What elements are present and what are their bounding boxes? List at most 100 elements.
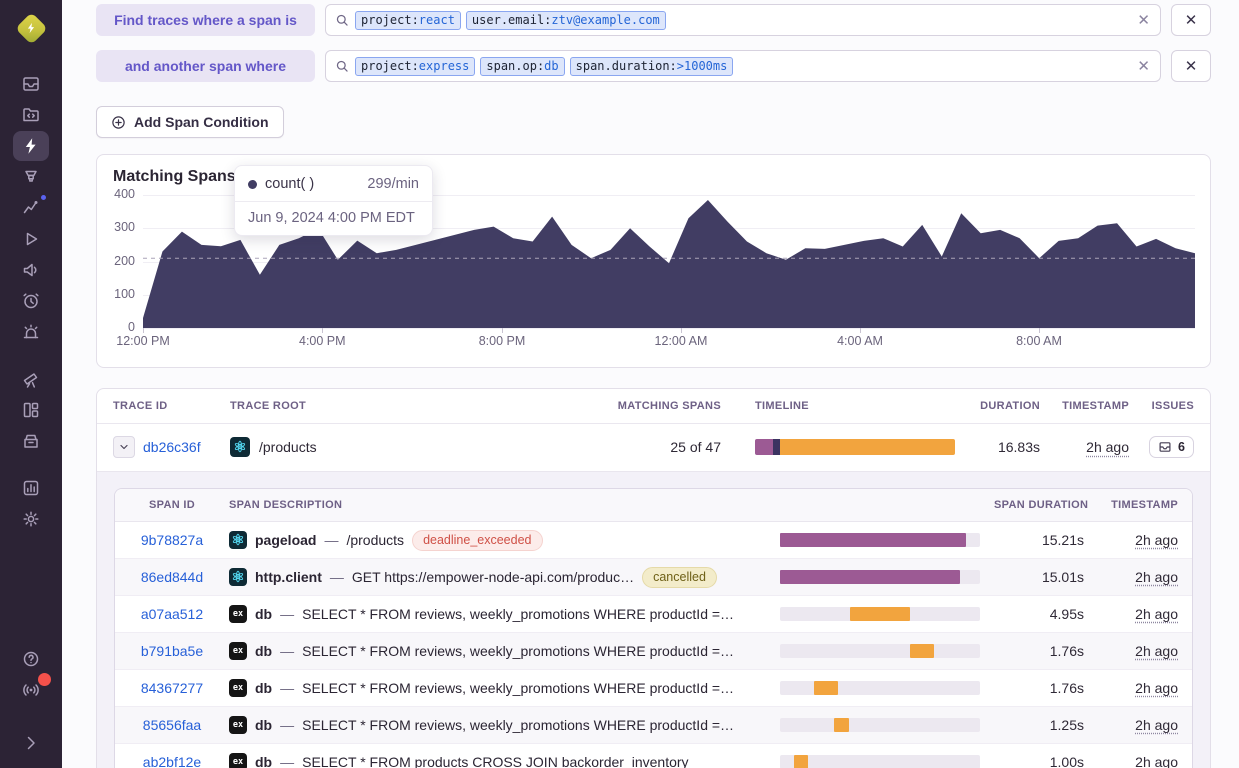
span-condition-row-2: and another span where project:express sp… <box>96 50 1211 82</box>
sidebar-item-projects[interactable] <box>13 100 49 130</box>
col-timeline: TIMELINE <box>755 399 809 412</box>
span-timestamp[interactable]: 2h ago <box>1135 754 1178 768</box>
sidebar-item-insights[interactable] <box>13 192 49 223</box>
traces-icon <box>21 136 41 156</box>
span-timestamp[interactable]: 2h ago <box>1135 680 1178 696</box>
notification-dot <box>38 673 51 686</box>
sidebar-item-help[interactable] <box>13 644 49 674</box>
query-token[interactable]: project:express <box>355 56 476 76</box>
query-token[interactable]: span.op:db <box>480 56 565 76</box>
x-axis-label: 12:00 PM <box>116 334 170 348</box>
settings-icon <box>21 509 41 529</box>
sidebar-item-replays[interactable] <box>13 224 49 254</box>
span-timestamp[interactable]: 2h ago <box>1135 606 1178 622</box>
app-logo[interactable] <box>11 8 51 48</box>
span-id-link[interactable]: a07aa512 <box>140 606 204 622</box>
span-description: SELECT * FROM reviews, weekly_promotions… <box>302 606 735 622</box>
traces-table: TRACE ID TRACE ROOT MATCHING SPANS TIMEL… <box>96 388 1211 768</box>
query-token[interactable]: user.email:ztv@example.com <box>465 10 666 30</box>
trace-id-link[interactable]: db26c36f <box>143 439 201 456</box>
col-trace-id: TRACE ID <box>113 399 168 412</box>
query-token[interactable]: project:react <box>355 10 461 30</box>
express-project-icon: ex <box>229 753 247 768</box>
timeline-segment-navy <box>773 439 780 456</box>
search-icon <box>336 60 348 72</box>
chevron-down-icon <box>120 445 128 450</box>
issues-icon <box>1159 442 1171 453</box>
clear-search-icon[interactable]: ✕ <box>1137 11 1150 29</box>
query-tokens-2: project:express span.op:db span.duration:>… <box>355 56 1131 76</box>
condition-label-1: Find traces where a span is <box>96 4 315 36</box>
span-duration-bar <box>780 681 980 695</box>
plus-circle-icon <box>112 115 125 129</box>
span-description: SELECT * FROM products CROSS JOIN backor… <box>302 754 689 768</box>
span-duration-bar-fill <box>794 755 808 768</box>
sidebar-item-stats[interactable] <box>13 473 49 503</box>
help-icon <box>21 649 41 669</box>
span-timestamp[interactable]: 2h ago <box>1135 569 1178 585</box>
span-duration-bar-fill <box>910 644 934 658</box>
span-id-link[interactable]: 86ed844d <box>140 569 204 585</box>
x-axis-tick <box>501 328 503 333</box>
span-id-link[interactable]: 84367277 <box>140 680 204 696</box>
dash-separator: — <box>324 532 339 548</box>
search-icon <box>336 14 348 26</box>
trace-timestamp[interactable]: 2h ago <box>1086 439 1129 456</box>
sidebar-item-discover[interactable] <box>13 364 49 394</box>
replays-icon <box>21 229 41 249</box>
sidebar-item-feedback[interactable] <box>13 255 49 285</box>
query-token[interactable]: span.duration:>1000ms <box>569 56 734 76</box>
sidebar-item-releases[interactable] <box>13 426 49 456</box>
sidebar-item-dashboards[interactable] <box>13 395 49 425</box>
span-duration-bar-fill <box>834 718 849 732</box>
span-timestamp[interactable]: 2h ago <box>1135 532 1178 548</box>
trace-duration: 16.83s <box>997 439 1040 456</box>
series-dot-icon <box>248 179 257 189</box>
issues-badge[interactable]: 6 <box>1149 436 1194 459</box>
y-axis-label: 400 <box>114 187 135 201</box>
y-axis-label: 0 <box>128 320 135 334</box>
span-op: db <box>255 754 273 768</box>
remove-condition-button-2[interactable]: ✕ <box>1171 50 1211 82</box>
span-description: /products <box>346 532 405 548</box>
stats-icon <box>21 478 41 498</box>
dashboards-icon <box>21 400 41 420</box>
tooltip-value: 299/min <box>367 176 419 192</box>
sidebar-item-issues[interactable] <box>13 69 49 99</box>
span-op: pageload <box>255 532 317 548</box>
condition-label-2: and another span where <box>96 50 315 82</box>
tooltip-series-name: count( ) <box>265 176 315 192</box>
span-search-input-2[interactable]: project:express span.op:db span.duration:>… <box>325 50 1161 82</box>
span-duration-bar <box>780 607 980 621</box>
span-duration: 15.01s <box>1041 569 1084 585</box>
matching-spans-chart-card: Matching Spans count( ) 299/min Jun 9, 2… <box>96 154 1211 368</box>
sidebar-item-crons[interactable] <box>13 286 49 316</box>
sidebar-item-traces[interactable] <box>13 130 49 161</box>
span-description: SELECT * FROM reviews, weekly_promotions… <box>302 717 735 733</box>
sidebar-item-broadcast[interactable] <box>13 673 51 705</box>
span-id-link[interactable]: b791ba5e <box>140 643 204 659</box>
span-op: db <box>255 680 273 696</box>
span-id-link[interactable]: 85656faa <box>142 717 202 733</box>
span-search-input-1[interactable]: project:react user.email:ztv@example.com … <box>325 4 1161 36</box>
sidebar-item-settings[interactable] <box>13 504 49 534</box>
span-row: 9b78827a ⚛ pageload — /products deadline… <box>115 522 1192 559</box>
react-project-icon: ⚛ <box>230 437 250 458</box>
span-id-link[interactable]: ab2bf12e <box>142 754 202 768</box>
collapse-trace-button[interactable] <box>113 436 135 459</box>
span-timestamp[interactable]: 2h ago <box>1135 643 1178 659</box>
clear-search-icon[interactable]: ✕ <box>1137 57 1150 75</box>
sidebar-item-alerts[interactable] <box>13 317 49 347</box>
span-timestamp[interactable]: 2h ago <box>1135 717 1178 733</box>
spans-table-header: SPAN ID SPAN DESCRIPTION SPAN DURATION T… <box>115 489 1192 522</box>
express-project-icon: ex <box>229 679 247 697</box>
add-span-condition-button[interactable]: Add Span Condition <box>96 106 284 138</box>
span-duration: 1.25s <box>1049 717 1084 733</box>
span-duration: 1.00s <box>1049 754 1084 768</box>
span-id-link[interactable]: 9b78827a <box>140 532 204 548</box>
span-status-badge: cancelled <box>642 566 717 588</box>
discover-icon <box>21 369 41 389</box>
sidebar-expand-button[interactable] <box>13 728 49 758</box>
remove-condition-button-1[interactable]: ✕ <box>1171 4 1211 36</box>
sidebar-item-profiling[interactable] <box>13 162 49 192</box>
